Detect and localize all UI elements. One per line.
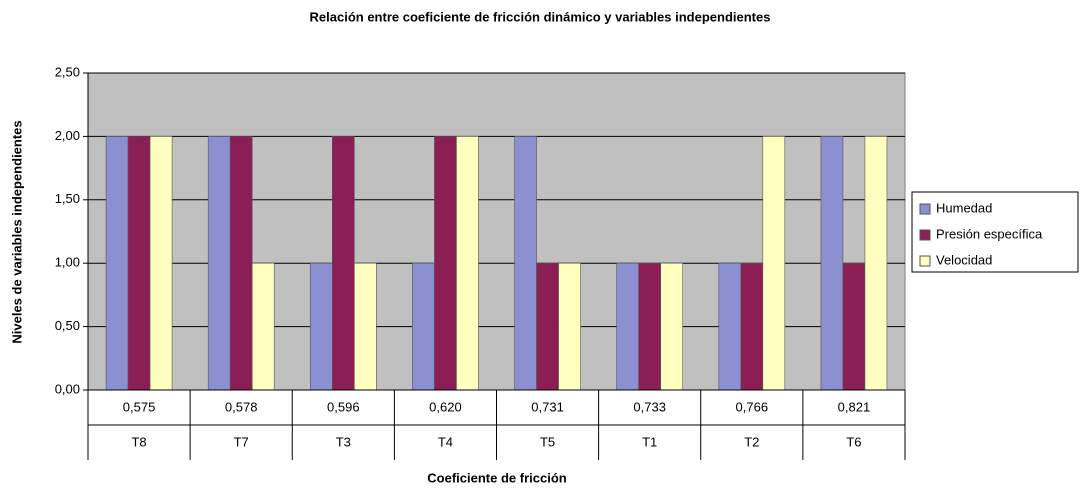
y-tick-label: 0,00	[55, 381, 80, 396]
x-group-label: T8	[131, 434, 146, 449]
bar	[514, 136, 537, 391]
x-tick-label: 0,731	[531, 399, 564, 414]
bar	[456, 136, 479, 391]
bar	[536, 262, 559, 391]
x-tick-label: 0,596	[327, 399, 360, 414]
legend-label: Velocidad	[936, 252, 992, 267]
bar	[354, 262, 377, 391]
bar	[127, 136, 151, 391]
bar	[412, 262, 435, 391]
x-tick-label: 0,821	[838, 399, 871, 414]
bar	[105, 136, 129, 391]
x-group-label: T7	[234, 434, 249, 449]
chart-title: Relación entre coeficiente de fricción d…	[310, 9, 771, 24]
y-tick-label: 1,00	[55, 255, 80, 270]
bar	[310, 262, 333, 391]
bar	[820, 136, 844, 391]
y-tick-label: 0,50	[55, 318, 80, 333]
bar	[229, 136, 253, 391]
x-tick-label: 0,733	[633, 399, 666, 414]
bar	[660, 262, 683, 391]
bar	[207, 136, 231, 391]
bar	[638, 262, 661, 391]
bar	[251, 262, 275, 391]
x-tick-label: 0,766	[736, 399, 769, 414]
bar	[558, 262, 581, 391]
y-tick-label: 1,50	[55, 191, 80, 206]
x-axis-title: Coeficiente de fricción	[427, 470, 566, 485]
legend-box	[911, 191, 1079, 273]
legend-label: Humedad	[936, 200, 992, 215]
y-tick-label: 2,00	[55, 128, 80, 143]
legend-swatch	[919, 203, 931, 215]
legend-swatch	[919, 255, 931, 267]
x-group-label: T2	[744, 434, 759, 449]
y-tick-label: 2,50	[55, 64, 80, 79]
x-group-label: T3	[336, 434, 351, 449]
bar	[842, 262, 866, 391]
x-tick-label: 0,620	[429, 399, 462, 414]
x-group-label: T6	[846, 434, 861, 449]
bar	[740, 262, 764, 391]
bar	[718, 262, 742, 391]
bar	[616, 262, 639, 391]
bar	[332, 136, 355, 391]
x-group-label: T5	[540, 434, 555, 449]
legend-label: Presión específica	[936, 226, 1043, 241]
bar	[864, 136, 888, 391]
bar	[149, 136, 173, 391]
x-tick-label: 0,575	[123, 399, 156, 414]
x-tick-label: 0,578	[225, 399, 258, 414]
x-group-label: T1	[642, 434, 657, 449]
legend-swatch	[919, 229, 931, 241]
y-axis-title: Niveles de variables independientes	[9, 120, 24, 343]
bar	[434, 136, 457, 391]
bar	[762, 136, 786, 391]
x-group-label: T4	[438, 434, 453, 449]
